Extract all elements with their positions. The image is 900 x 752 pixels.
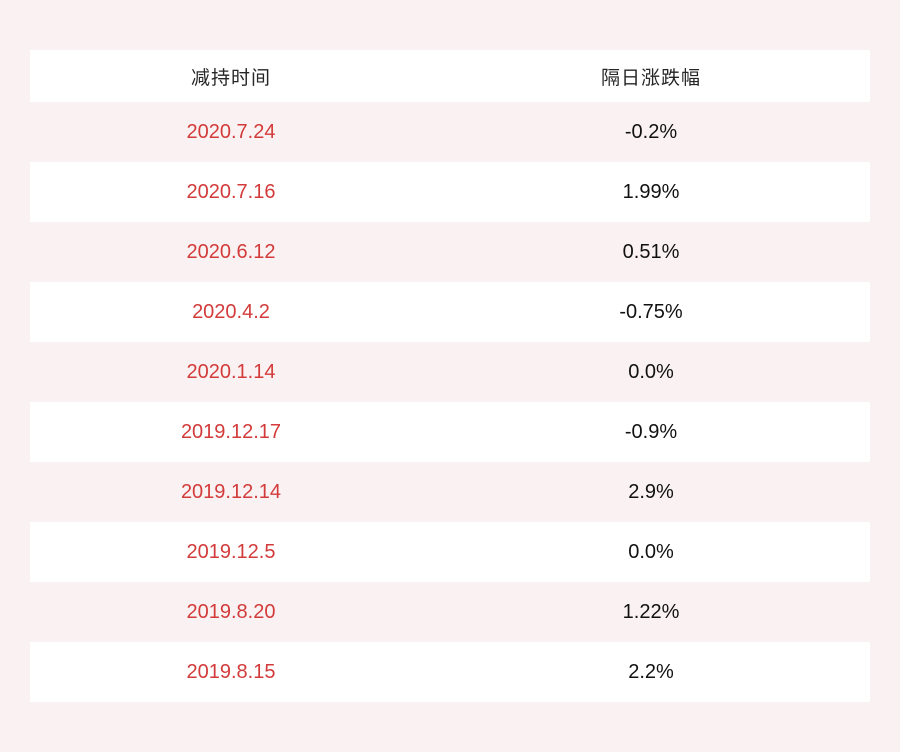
change-pct-cell: 1.22% <box>622 600 680 623</box>
table-row: 2020.7.16 1.99% <box>30 162 870 222</box>
reduction-date-cell: 2019.8.15 <box>186 660 276 683</box>
reduction-date-cell: 2020.7.16 <box>186 180 276 203</box>
change-pct-cell: 1.99% <box>622 180 680 203</box>
table-row: 2019.8.15 2.2% <box>30 642 870 702</box>
change-pct-cell: 0.0% <box>628 540 674 563</box>
header-reduction-time: 减持时间 <box>190 67 271 89</box>
change-pct-cell: 0.51% <box>622 240 680 263</box>
reduction-table: 减持时间 隔日涨跌幅 2020.7.24 -0.2% 2020.7.16 1.9… <box>30 50 870 702</box>
table-row: 2019.12.5 0.0% <box>30 522 870 582</box>
table-row: 2020.6.12 0.51% <box>30 222 870 282</box>
change-pct-cell: -0.2% <box>624 120 678 143</box>
change-pct-cell: -0.75% <box>619 300 683 323</box>
table-row: 2019.8.20 1.22% <box>30 582 870 642</box>
change-pct-cell: 2.9% <box>628 480 674 503</box>
reduction-date-cell: 2020.4.2 <box>192 300 270 323</box>
header-next-day-change: 隔日涨跌幅 <box>600 67 701 89</box>
table-row: 2019.12.17 -0.9% <box>30 402 870 462</box>
table-row: 2020.4.2 -0.75% <box>30 282 870 342</box>
reduction-date-cell: 2019.12.5 <box>186 540 276 563</box>
table-header-row: 减持时间 隔日涨跌幅 <box>30 50 870 102</box>
reduction-date-cell: 2020.1.14 <box>186 360 276 383</box>
table-row: 2020.1.14 0.0% <box>30 342 870 402</box>
reduction-date-cell: 2019.8.20 <box>186 600 276 623</box>
table-row: 2020.7.24 -0.2% <box>30 102 870 162</box>
reduction-date-cell: 2020.7.24 <box>186 120 276 143</box>
table-row: 2019.12.14 2.9% <box>30 462 870 522</box>
reduction-date-cell: 2019.12.14 <box>180 480 282 503</box>
change-pct-cell: -0.9% <box>624 420 678 443</box>
change-pct-cell: 2.2% <box>628 660 674 683</box>
reduction-date-cell: 2020.6.12 <box>186 240 276 263</box>
reduction-date-cell: 2019.12.17 <box>180 420 282 443</box>
change-pct-cell: 0.0% <box>628 360 674 383</box>
